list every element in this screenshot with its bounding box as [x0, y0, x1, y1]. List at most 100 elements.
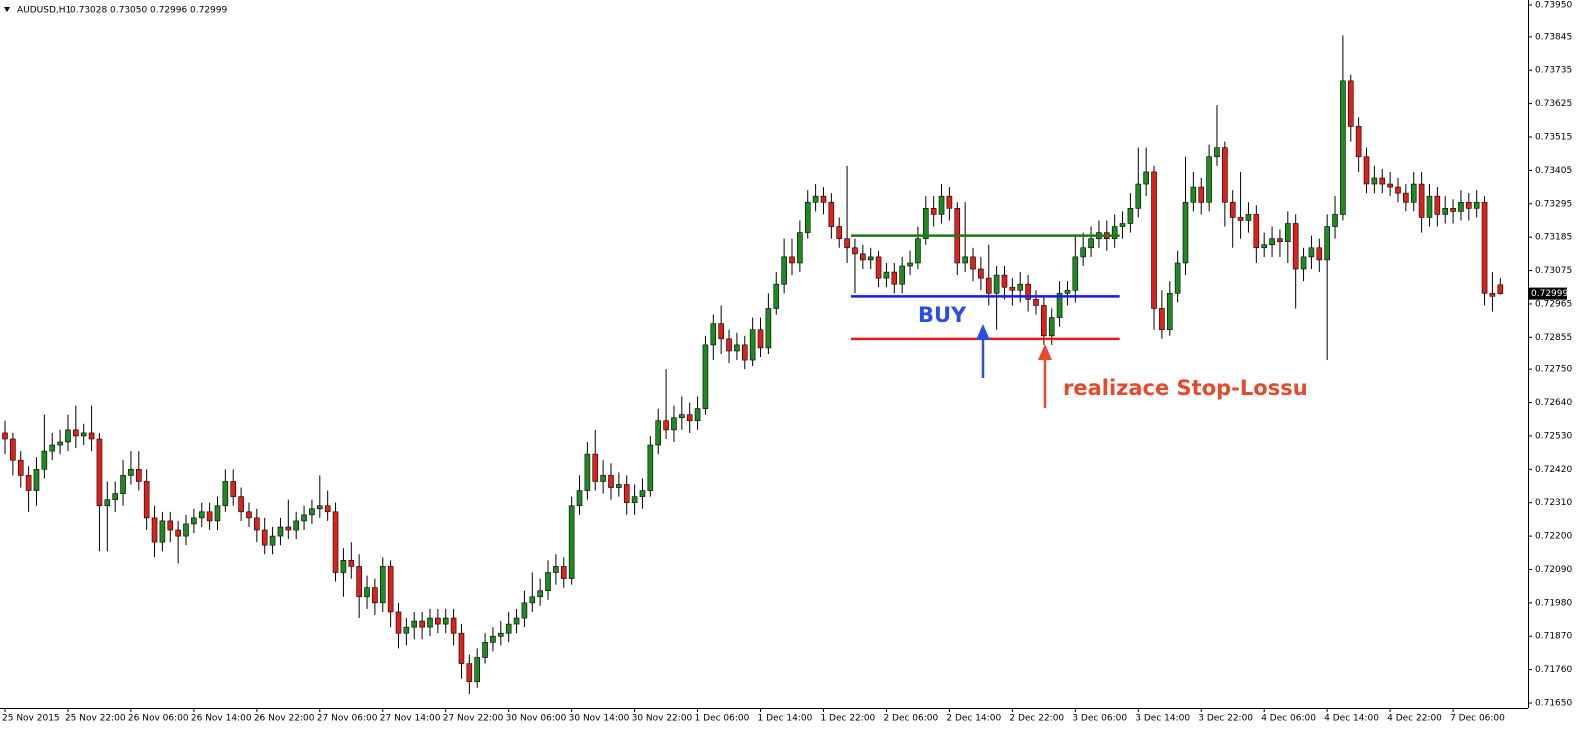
candle-body	[1025, 283, 1031, 300]
y-tick-label: 0.71650	[1535, 699, 1572, 709]
candle-body	[135, 469, 142, 482]
candle-body	[2, 432, 8, 440]
candle-body	[1324, 226, 1330, 261]
candle-body	[1371, 177, 1378, 185]
x-tick-label: 1 Dec 22:00	[820, 714, 875, 724]
candle-body	[1159, 308, 1165, 331]
candle-body	[828, 201, 835, 227]
header-value: 0.72996	[150, 6, 187, 16]
candle-body	[993, 274, 1000, 294]
candle-body	[568, 505, 575, 579]
candle-body	[970, 256, 976, 270]
y-tick-label: 0.73735	[1535, 66, 1572, 76]
candle-body	[1237, 217, 1244, 221]
candle-body	[1418, 183, 1425, 218]
candle-body	[1072, 256, 1079, 291]
candle-body	[183, 523, 189, 537]
candle-body	[1434, 195, 1441, 215]
last-price-box	[1529, 287, 1567, 300]
candle-body	[907, 262, 913, 267]
x-tick-label: 2 Dec 14:00	[946, 714, 1001, 724]
candle-body	[1340, 80, 1346, 215]
y-tick-label: 0.73950	[1535, 1, 1572, 11]
candle-body	[647, 444, 654, 491]
candle-body	[938, 195, 945, 215]
candle-body	[718, 323, 724, 340]
candle-body	[789, 256, 795, 264]
candle-body	[1466, 201, 1472, 209]
candle-body	[584, 453, 591, 491]
candle-body	[238, 496, 244, 513]
candle-body	[726, 338, 732, 352]
candle-body	[285, 526, 292, 531]
y-tick-label: 0.72090	[1535, 565, 1572, 575]
candle-body	[1174, 262, 1181, 294]
candle-body	[33, 469, 40, 491]
last-price-label: 0.72999	[1531, 289, 1568, 299]
candle-body	[1206, 156, 1212, 203]
candle-body	[1111, 226, 1118, 239]
candle-body	[560, 566, 567, 579]
candle-body	[1300, 256, 1307, 270]
candle-body	[214, 505, 221, 522]
y-tick-label: 0.73075	[1535, 266, 1572, 276]
candle-body	[1355, 126, 1362, 158]
x-tick-label: 26 Nov 06:00	[128, 714, 189, 724]
candle-body	[269, 535, 276, 546]
candle-body	[820, 195, 827, 203]
candle-body	[1481, 201, 1488, 294]
candle-body	[694, 408, 701, 422]
candle-body	[781, 256, 787, 285]
candle-body	[797, 232, 803, 264]
candle-body	[206, 511, 213, 522]
candle-body	[891, 271, 898, 285]
candle-body	[1308, 247, 1315, 258]
candle-body	[537, 590, 543, 598]
y-tick-label: 0.72855	[1535, 333, 1572, 343]
x-tick-label: 7 Dec 06:00	[1450, 714, 1505, 724]
candle-body	[749, 329, 756, 361]
candle-body	[395, 611, 402, 634]
candle-body	[372, 587, 378, 604]
candle-body	[867, 256, 874, 261]
header-value: 0.73050	[110, 6, 147, 16]
candle-body	[545, 572, 551, 592]
candle-body	[915, 238, 921, 264]
candle-body	[403, 626, 410, 634]
candle-body	[301, 514, 307, 522]
candle-body	[49, 444, 56, 452]
candle-body	[631, 496, 638, 504]
annotation: realizace Stop-Lossu	[1063, 376, 1308, 400]
candle-body	[1450, 208, 1456, 212]
candle-body	[1379, 177, 1386, 185]
candle-body	[608, 475, 614, 488]
candle-body	[1127, 208, 1134, 224]
candle-body	[80, 432, 87, 437]
candle-body	[1395, 186, 1401, 194]
candle-body	[773, 283, 780, 309]
x-tick-label: 25 Nov 22:00	[65, 714, 126, 724]
arrow-head	[1038, 344, 1052, 360]
candle-body	[860, 253, 866, 261]
candle-body	[411, 620, 418, 628]
candle-body	[1166, 293, 1173, 331]
x-tick-label: 3 Dec 14:00	[1135, 714, 1190, 724]
candle-body	[1143, 171, 1149, 185]
candle-body	[1285, 223, 1291, 243]
candle-body	[474, 657, 481, 683]
candle-body	[1403, 192, 1409, 203]
candle-body	[836, 226, 843, 239]
candle-body	[96, 438, 103, 507]
candle-body	[222, 481, 229, 507]
candle-body	[112, 493, 118, 500]
candle-body	[482, 642, 488, 658]
header-value: 0.72999	[190, 6, 227, 16]
x-tick-label: 1 Dec 06:00	[695, 714, 750, 724]
candle-body	[490, 635, 496, 643]
x-tick-label: 3 Dec 06:00	[1072, 714, 1127, 724]
candle-body	[159, 520, 166, 543]
candle-body	[875, 256, 882, 279]
candle-body	[1332, 214, 1338, 227]
candle-body	[1410, 183, 1417, 203]
